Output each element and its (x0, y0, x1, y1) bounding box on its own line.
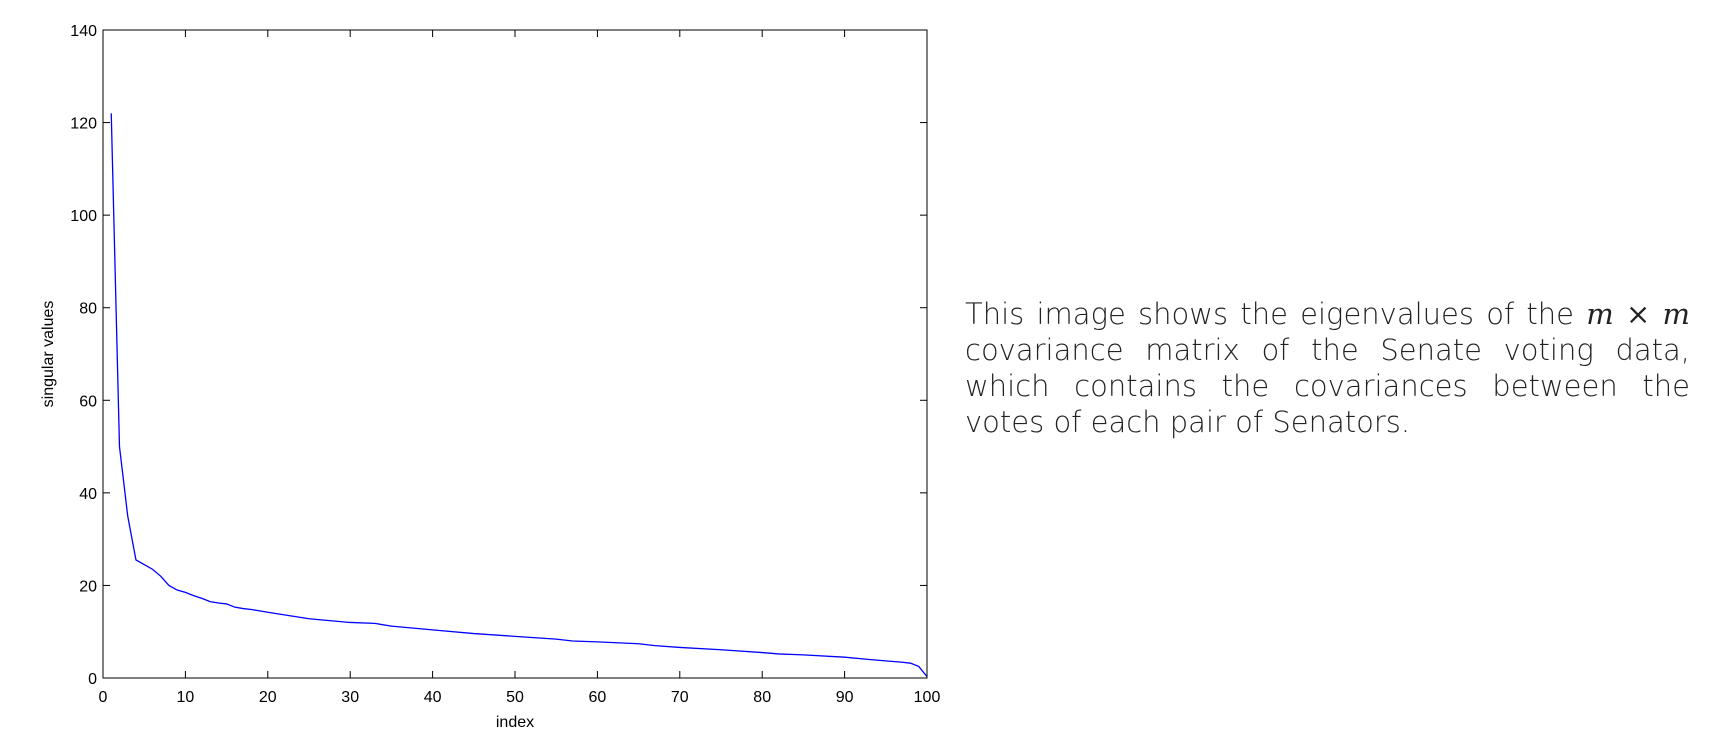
x-tick-label: 90 (836, 689, 854, 706)
caption-math-expression: m × m (1586, 297, 1691, 331)
caption-text-end: covariance matrix of the Senate voting d… (965, 333, 1690, 439)
y-tick-label: 120 (70, 116, 97, 133)
y-tick-label: 140 (70, 23, 97, 40)
y-tick-label: 80 (79, 301, 97, 318)
x-tick-label: 40 (424, 689, 442, 706)
x-tick-label: 0 (99, 689, 108, 706)
x-axis-label: index (496, 714, 534, 731)
axis-tick-labels: 0 10 20 30 40 50 60 70 80 90 100 0 20 40 60 80 100 120 140 (70, 23, 940, 706)
y-tick-label: 60 (79, 393, 97, 410)
x-tick-label: 10 (177, 689, 195, 706)
x-tick-label: 50 (506, 689, 524, 706)
x-tick-label: 100 (914, 689, 940, 706)
y-tick-label: 100 (70, 208, 97, 225)
x-tick-label: 30 (341, 689, 359, 706)
x-tick-label: 80 (753, 689, 771, 706)
plot-frame (102, 29, 928, 679)
x-tick-label: 70 (671, 689, 689, 706)
plot-background (103, 30, 927, 678)
x-tick-label: 20 (259, 689, 277, 706)
y-tick-label: 40 (79, 486, 97, 503)
caption-text-start: This image shows the eigenvalues of the (965, 297, 1587, 331)
caption-text: This image shows the eigenvalues of the … (965, 296, 1690, 440)
singular-values-chart: 0 10 20 30 40 50 60 70 80 90 100 0 20 40 60 80 100 120 140… (40, 23, 940, 731)
y-tick-label: 0 (88, 671, 97, 688)
singular-values-line (110, 113, 928, 678)
x-tick-label: 60 (589, 689, 607, 706)
y-tick-label: 20 (79, 578, 97, 595)
y-axis-label: singular values (40, 301, 57, 408)
